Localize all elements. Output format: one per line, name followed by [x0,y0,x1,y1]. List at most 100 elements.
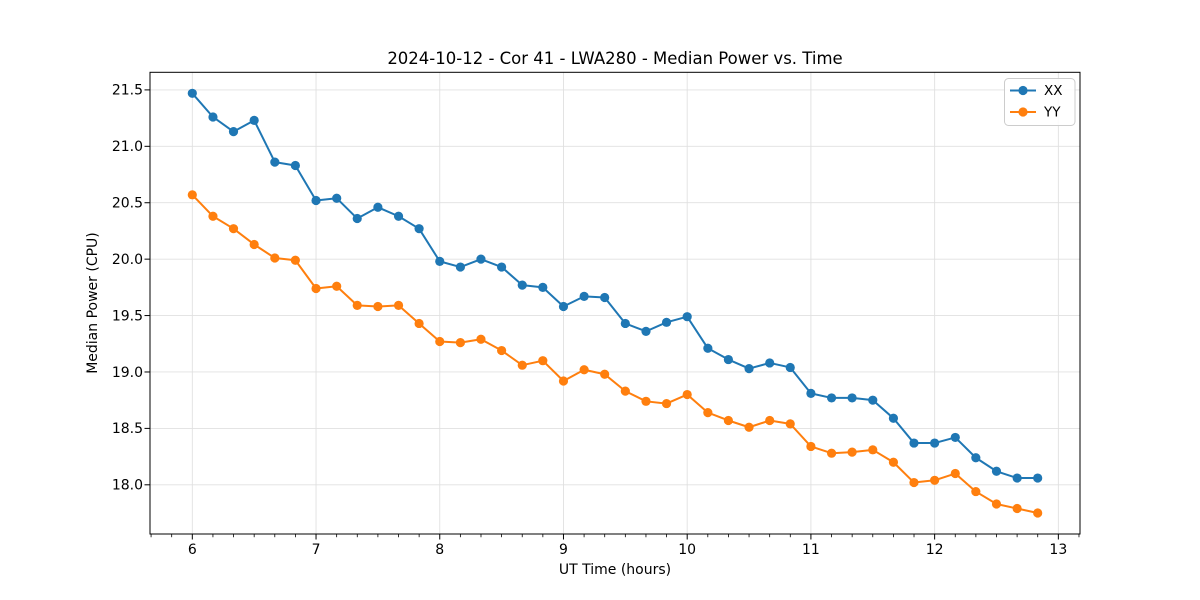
x-tick-label: 7 [312,542,321,558]
series-xx-point [538,282,548,292]
series-yy-point [393,300,404,311]
series-yy-point [703,408,713,418]
series-yy-line [191,193,1039,515]
series-yy-point [249,239,259,250]
series-yy-point [971,486,981,497]
series-xx-point [847,393,857,403]
series-yy-point [600,369,610,379]
series-yy-point [950,468,960,479]
series-layer [187,88,1043,518]
series-yy-point [909,477,919,488]
series-yy-point [888,457,899,467]
series-yy-point [270,253,280,263]
series-xx-point [723,354,733,365]
series-xx-point [868,395,878,405]
series-xx-point [352,213,362,224]
series-yy-point [373,301,383,312]
series-yy-point [847,447,857,457]
gridlines [150,72,1080,534]
series-xx-point [641,326,651,336]
series-xx-point [373,202,383,212]
y-tick-label: 19.0 [112,365,143,381]
series-xx-point [579,291,589,301]
series-yy-point [476,334,486,344]
series-yy-point [868,445,878,455]
y-tick-label: 20.5 [112,196,143,212]
series-xx-point [435,256,445,266]
series-yy-point [806,441,816,452]
series-xx-point [393,211,404,221]
legend-sample-marker-yy [1018,107,1028,117]
series-yy-point [620,386,630,396]
series-yy-point [641,396,651,406]
y-axis-label: Median Power (CPU) [85,232,101,374]
series-xx-point [600,292,610,303]
series-xx-point [744,363,754,374]
x-axis-label: UT Time (hours) [559,562,671,578]
series-xx-point [290,160,300,171]
series-xx-point [620,318,630,329]
axis-ticks: 6 7 8 9 10 11 12 13 18.0 18.5 19.0 19.5 20.0 20.5 21.0… [112,83,1080,558]
x-tick-label: 8 [435,542,444,558]
series-yy-point [558,376,569,386]
series-xx-point [497,262,507,272]
series-xx-point [971,453,981,463]
legend-sample-marker-xx [1018,85,1028,96]
series-yy-point [1033,508,1043,518]
series-xx-point [930,438,940,448]
series-yy-point [435,336,445,347]
series-yy-point [290,255,300,265]
series-yy-point [1012,503,1022,514]
series-xx-point [517,280,527,290]
x-tick-label: 11 [802,542,820,558]
series-yy-point [517,360,527,370]
series-yy-point [208,211,218,221]
series-yy-point [765,415,775,426]
series-yy-point [497,345,507,356]
legend-label-xx: XX [1044,83,1063,99]
series-xx-point [888,413,899,423]
y-tick-label: 18.5 [112,421,143,437]
series-xx-point [270,157,280,167]
series-yy-point [455,338,466,348]
series-xx-point [682,312,692,322]
legend: XX YY [1004,78,1076,126]
series-xx-point [661,317,672,327]
series-xx-point [991,466,1002,476]
series-xx-point [208,112,218,122]
x-tick-label: 12 [926,542,944,558]
series-yy-point [826,448,837,458]
series-xx-point [703,343,713,353]
x-tick-label: 6 [188,542,197,558]
series-yy-point [311,283,321,294]
series-yy-point [991,499,1002,509]
x-tick-label: 13 [1049,542,1067,558]
series-xx-point [558,301,569,312]
plot-border [149,71,1081,535]
chart-title: 2024-10-12 - Cor 41 - LWA280 - Median Po… [387,49,842,68]
series-yy-point [682,389,692,400]
x-tick-label: 9 [559,542,568,558]
series-yy-point [661,398,672,409]
series-xx-point [765,358,775,368]
series-xx-point [228,127,239,137]
y-tick-label: 21.5 [112,83,143,99]
series-xx-point [806,388,816,399]
legend-label-yy: YY [1043,105,1061,121]
series-yy-point [744,422,754,432]
series-xx-point [332,193,342,203]
series-xx-point [455,262,466,272]
series-yy-point [228,224,239,234]
series-yy-point [414,318,424,329]
y-tick-label: 20.0 [112,252,143,268]
series-xx-point [476,254,486,264]
y-tick-label: 19.5 [112,308,143,324]
series-xx-point [785,362,795,373]
series-yy-point [785,419,795,429]
series-xx-point [249,115,259,125]
series-yy-point [187,190,197,200]
series-xx-point [187,88,197,98]
series-yy-point [332,281,342,291]
y-tick-label: 18.0 [112,478,143,494]
